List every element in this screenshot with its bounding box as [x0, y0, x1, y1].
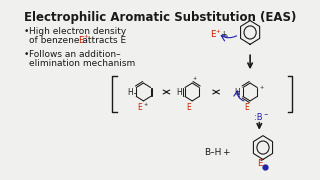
- Text: +: +: [220, 30, 226, 39]
- Text: +: +: [143, 102, 147, 107]
- Text: +: +: [83, 34, 88, 39]
- Text: High electron density: High electron density: [29, 28, 127, 37]
- Text: Electrophilic Aromatic Substitution (EAS): Electrophilic Aromatic Substitution (EAS…: [24, 11, 296, 24]
- Text: E: E: [186, 103, 191, 112]
- Text: H: H: [176, 89, 182, 98]
- Text: Follows an addition–: Follows an addition–: [29, 50, 121, 59]
- Text: E: E: [257, 159, 262, 168]
- Text: E: E: [210, 30, 215, 39]
- Text: :B: :B: [254, 113, 262, 122]
- Text: E: E: [137, 103, 142, 112]
- Text: −: −: [264, 111, 268, 116]
- Text: elimination mechanism: elimination mechanism: [29, 59, 136, 68]
- Text: +: +: [259, 85, 263, 89]
- Text: •: •: [24, 50, 29, 59]
- Text: E: E: [78, 36, 84, 45]
- Text: +: +: [222, 148, 230, 157]
- Text: +: +: [192, 76, 196, 81]
- Text: +: +: [215, 29, 220, 34]
- Text: H: H: [128, 89, 133, 98]
- Text: E: E: [244, 103, 249, 112]
- Text: H: H: [234, 89, 240, 98]
- Text: B–H: B–H: [204, 148, 221, 157]
- Text: •: •: [24, 28, 29, 37]
- Text: of benzene attracts E: of benzene attracts E: [29, 36, 126, 45]
